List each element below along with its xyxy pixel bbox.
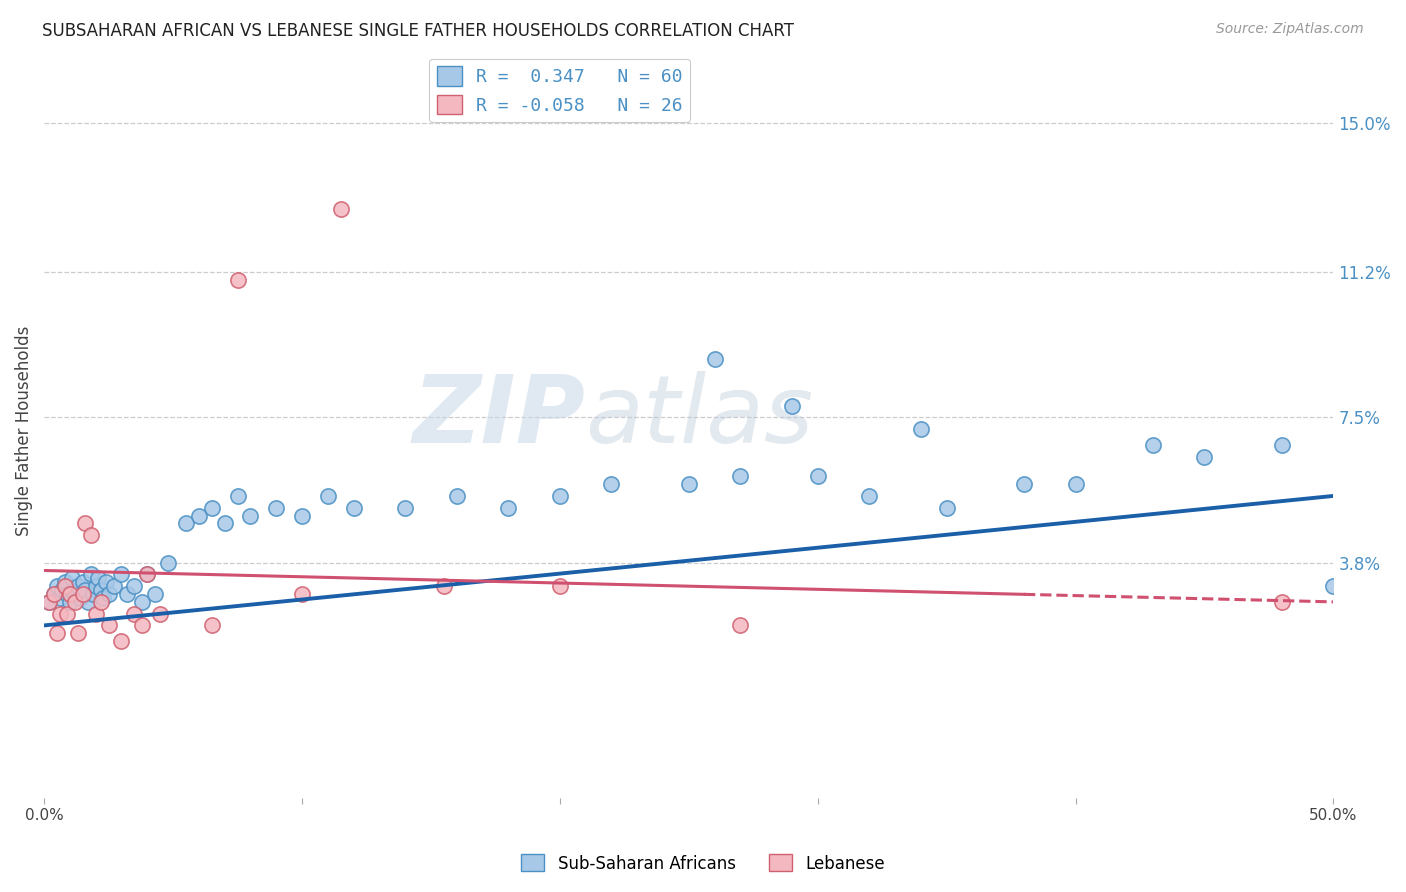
Point	[56, 607, 79, 621]
Point	[97, 618, 120, 632]
Point	[46, 626, 69, 640]
Point	[730, 618, 752, 632]
Point	[291, 508, 314, 523]
Point	[291, 587, 314, 601]
Point	[1271, 595, 1294, 609]
Point	[446, 489, 468, 503]
Legend: Sub-Saharan Africans, Lebanese: Sub-Saharan Africans, Lebanese	[515, 847, 891, 880]
Point	[226, 273, 249, 287]
Point	[1271, 438, 1294, 452]
Point	[63, 587, 86, 601]
Point	[201, 618, 224, 632]
Point	[316, 489, 339, 503]
Legend: R =  0.347   N = 60, R = -0.058   N = 26: R = 0.347 N = 60, R = -0.058 N = 26	[429, 59, 690, 122]
Point	[44, 587, 66, 601]
Point	[703, 351, 725, 366]
Point	[678, 477, 700, 491]
Point	[1142, 438, 1164, 452]
Point	[69, 591, 91, 605]
Point	[97, 587, 120, 601]
Point	[935, 500, 957, 515]
Point	[84, 579, 107, 593]
Point	[46, 579, 69, 593]
Point	[75, 516, 97, 531]
Point	[75, 583, 97, 598]
Point	[77, 595, 100, 609]
Point	[110, 567, 132, 582]
Y-axis label: Single Father Households: Single Father Households	[15, 326, 32, 536]
Point	[72, 587, 94, 601]
Point	[44, 587, 66, 601]
Point	[87, 571, 110, 585]
Point	[90, 583, 112, 598]
Point	[131, 618, 153, 632]
Point	[136, 567, 159, 582]
Point	[62, 571, 84, 585]
Text: Source: ZipAtlas.com: Source: ZipAtlas.com	[1216, 22, 1364, 37]
Point	[66, 579, 89, 593]
Point	[156, 556, 179, 570]
Point	[79, 567, 101, 582]
Point	[1194, 450, 1216, 464]
Point	[79, 528, 101, 542]
Point	[226, 489, 249, 503]
Point	[115, 587, 138, 601]
Point	[858, 489, 880, 503]
Point	[103, 579, 125, 593]
Point	[53, 575, 76, 590]
Point	[329, 202, 352, 217]
Point	[59, 587, 82, 601]
Point	[239, 508, 262, 523]
Point	[66, 626, 89, 640]
Point	[53, 579, 76, 593]
Point	[780, 399, 803, 413]
Point	[124, 607, 146, 621]
Point	[143, 587, 166, 601]
Point	[730, 469, 752, 483]
Point	[63, 595, 86, 609]
Point	[124, 579, 146, 593]
Point	[82, 587, 104, 601]
Point	[149, 607, 172, 621]
Point	[187, 508, 209, 523]
Text: ZIP: ZIP	[413, 370, 586, 463]
Point	[38, 595, 60, 609]
Point	[90, 595, 112, 609]
Text: atlas: atlas	[586, 371, 814, 462]
Point	[174, 516, 197, 531]
Point	[264, 500, 287, 515]
Point	[48, 591, 70, 605]
Point	[548, 579, 571, 593]
Point	[1322, 579, 1344, 593]
Point	[136, 567, 159, 582]
Point	[131, 595, 153, 609]
Point	[548, 489, 571, 503]
Point	[110, 634, 132, 648]
Point	[59, 595, 82, 609]
Point	[93, 591, 115, 605]
Point	[342, 500, 364, 515]
Point	[807, 469, 830, 483]
Point	[94, 575, 117, 590]
Point	[1012, 477, 1035, 491]
Point	[72, 575, 94, 590]
Point	[910, 422, 932, 436]
Point	[394, 500, 416, 515]
Point	[1064, 477, 1087, 491]
Point	[433, 579, 456, 593]
Point	[51, 583, 73, 598]
Point	[56, 587, 79, 601]
Point	[38, 595, 60, 609]
Point	[600, 477, 623, 491]
Point	[201, 500, 224, 515]
Text: SUBSAHARAN AFRICAN VS LEBANESE SINGLE FATHER HOUSEHOLDS CORRELATION CHART: SUBSAHARAN AFRICAN VS LEBANESE SINGLE FA…	[42, 22, 794, 40]
Point	[214, 516, 236, 531]
Point	[84, 607, 107, 621]
Point	[48, 607, 70, 621]
Point	[496, 500, 519, 515]
